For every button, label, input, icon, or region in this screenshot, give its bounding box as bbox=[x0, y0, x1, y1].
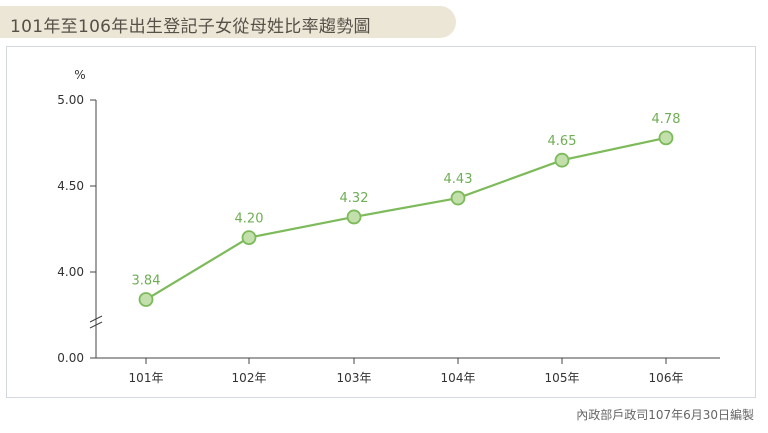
data-label: 3.84 bbox=[132, 274, 161, 289]
data-point bbox=[658, 130, 674, 146]
series-line bbox=[145, 136, 667, 301]
y-tick-label: 5.00 bbox=[57, 93, 84, 107]
data-point bbox=[138, 292, 154, 307]
data-label: 4.32 bbox=[340, 191, 369, 206]
x-tick-label: 105年 bbox=[545, 371, 580, 385]
data-label: 4.78 bbox=[652, 112, 681, 127]
x-tick-label: 106年 bbox=[649, 371, 684, 385]
y-tick-label: 0.00 bbox=[57, 351, 84, 365]
y-tick-label: 4.50 bbox=[57, 179, 84, 193]
chart-axes: 0.00 4.00 4.50 5.00% 101年 102年 103年 104年 105年 106… bbox=[57, 68, 720, 385]
chart-title: 101年至106年出生登記子女從母姓比率趨勢圖 bbox=[10, 17, 371, 37]
data-point bbox=[346, 209, 362, 225]
y-tick-label: 4.00 bbox=[57, 265, 84, 279]
axis-break-mark bbox=[89, 321, 103, 329]
data-point bbox=[450, 190, 466, 206]
x-tick-label: 103年 bbox=[337, 371, 372, 385]
data-point bbox=[554, 152, 570, 168]
x-tick-label: 104年 bbox=[441, 371, 476, 385]
data-label: 4.43 bbox=[444, 172, 473, 187]
data-label: 4.65 bbox=[548, 134, 577, 149]
data-point bbox=[241, 230, 257, 246]
chart-series: 3.84 4.20 4.32 4.43 4.65 4.78 bbox=[132, 112, 681, 307]
title-banner: 101年至106年出生登記子女從母姓比率趨勢圖 bbox=[0, 6, 456, 38]
x-tick-label: 101年 bbox=[129, 371, 164, 385]
y-axis-unit: % bbox=[74, 68, 85, 82]
data-label: 4.20 bbox=[235, 212, 264, 227]
x-tick-label: 102年 bbox=[232, 371, 267, 385]
axis-break-mark bbox=[89, 315, 103, 323]
axis-break bbox=[89, 315, 103, 329]
source-note: 內政部戶政司107年6月30日編製 bbox=[576, 408, 754, 422]
